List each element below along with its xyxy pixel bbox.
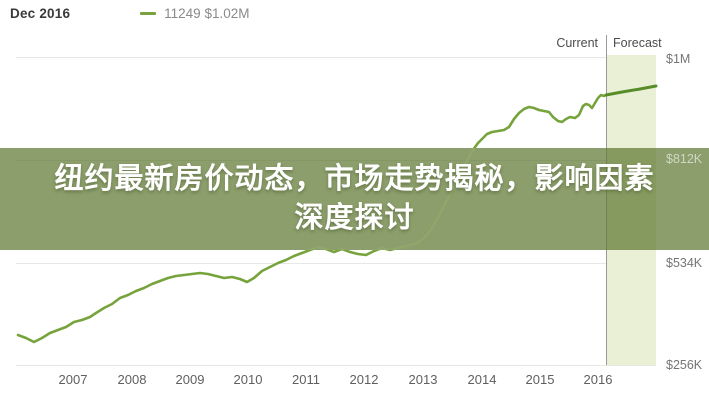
forecast-region-label: Forecast — [613, 36, 662, 50]
current-region-label: Current — [556, 36, 598, 50]
x-axis-label-2011: 2011 — [292, 372, 320, 387]
y-axis-label-812k: $812K — [666, 152, 703, 166]
x-axis-label-2012: 2012 — [349, 372, 379, 387]
x-axis-label-2015: 2015 — [525, 372, 555, 387]
x-axis-label-2007: 2007 — [58, 372, 88, 387]
x-axis-label-2013: 2013 — [408, 372, 438, 387]
headline-overlay-band — [0, 148, 709, 250]
x-axis-label-2014: 2014 — [467, 372, 497, 387]
x-axis-label-2010: 2010 — [233, 372, 263, 387]
legend-series-value: 11249 $1.02M — [164, 6, 250, 21]
legend: Dec 2016 11249 $1.02M — [10, 6, 249, 21]
x-axis-label-2009: 2009 — [175, 372, 205, 387]
legend-date: Dec 2016 — [10, 6, 71, 21]
y-axis-label-1m: $1M — [666, 52, 691, 66]
x-axis-label-2008: 2008 — [117, 372, 147, 387]
price-line-forecast — [604, 84, 658, 97]
x-axis: 2007 2008 2009 2010 2011 2012 2013 2014 … — [0, 372, 709, 390]
x-axis-label-2016: 2016 — [583, 372, 613, 387]
series-line-swatch-icon — [140, 12, 157, 15]
y-axis-label-256k: $256K — [666, 358, 703, 372]
y-axis-label-534k: $534K — [666, 256, 703, 270]
